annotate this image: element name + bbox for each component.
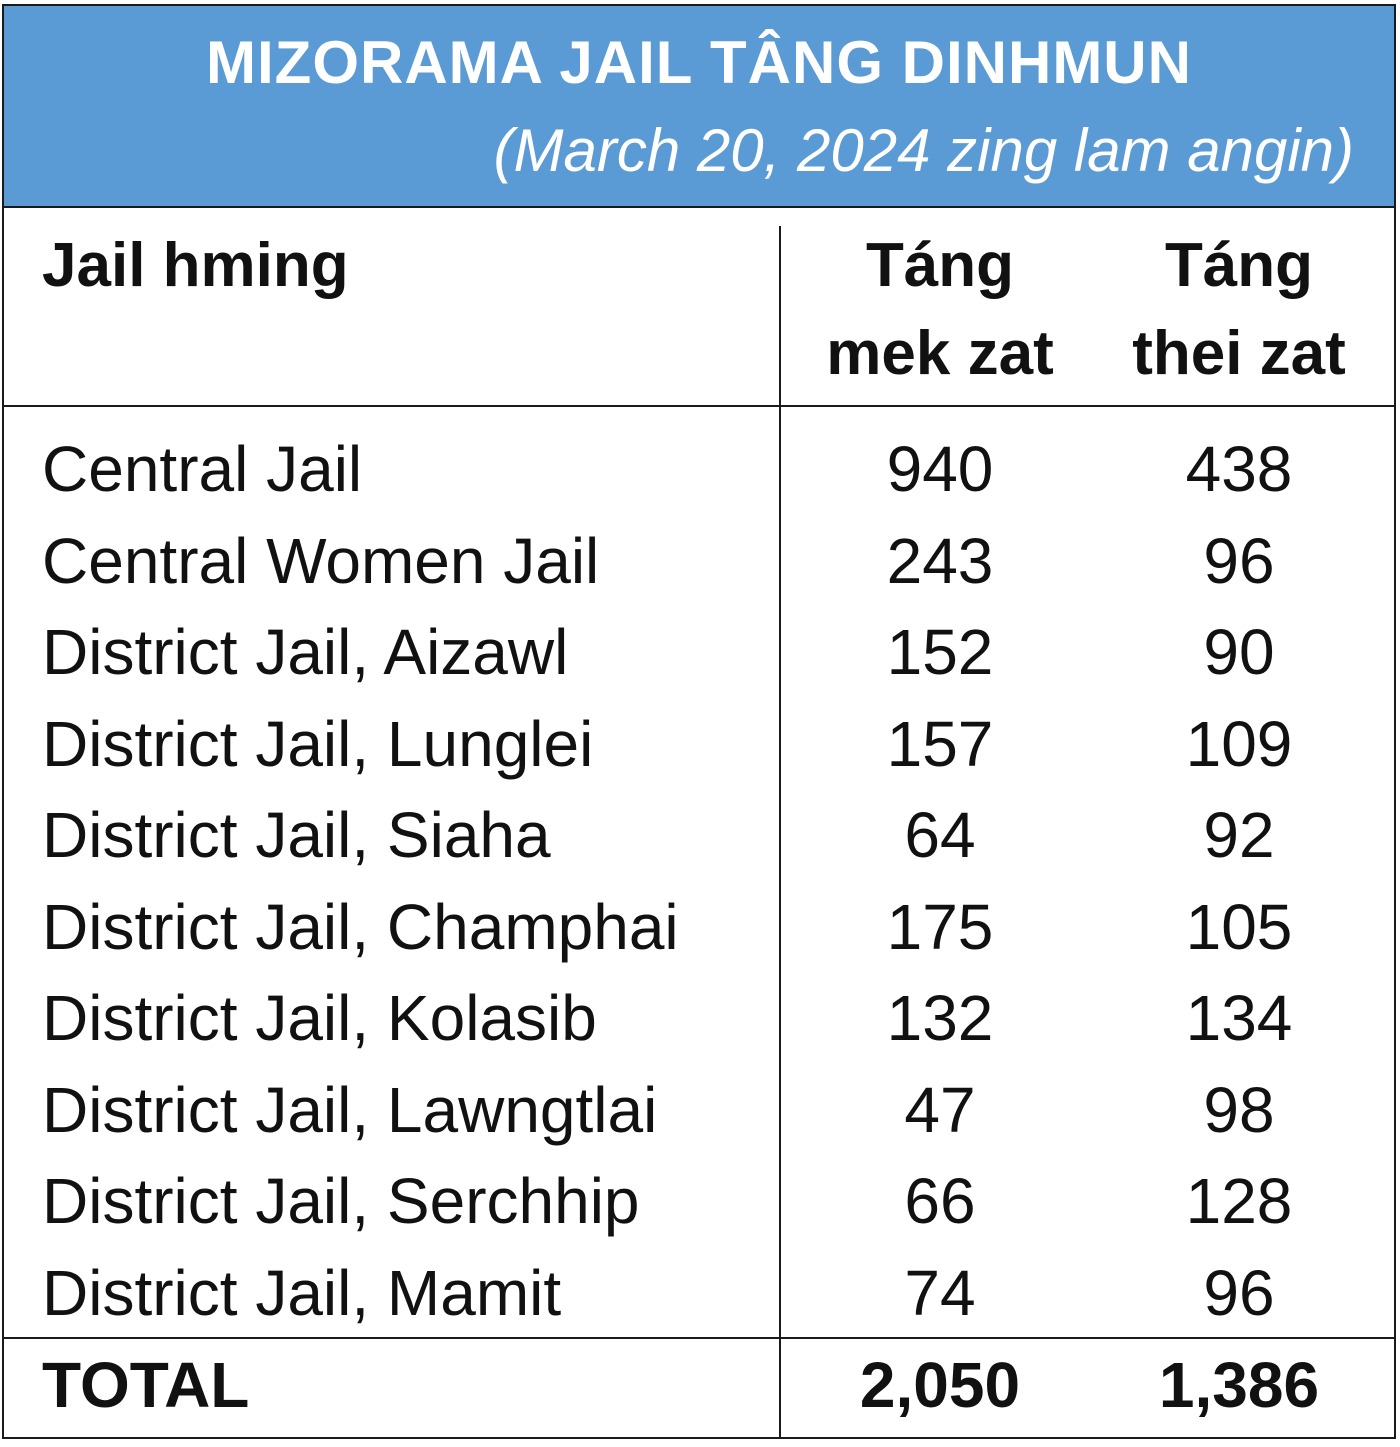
row-jail-name: District Jail, Lunglei (42, 708, 594, 780)
row-capacity: 157 (886, 708, 994, 780)
table-row: District Jail, Serchhip 66 128 (4, 1155, 1394, 1247)
table-row: District Jail, Mamit 74 96 (4, 1247, 1394, 1339)
total-inmates: 1,386 (1158, 1349, 1320, 1421)
header-divider (4, 405, 1394, 407)
row-jail-name: District Jail, Mamit (42, 1257, 562, 1329)
table-row: District Jail, Lunglei 157 109 (4, 698, 1394, 790)
table-row: Central Women Jail 243 96 (4, 515, 1394, 607)
row-capacity: 47 (904, 1074, 976, 1146)
header-inmates-line1: Táng (1164, 231, 1314, 300)
row-capacity: 66 (904, 1165, 976, 1237)
row-jail-name: Central Women Jail (42, 525, 600, 597)
row-capacity: 243 (886, 525, 994, 597)
table-row: District Jail, Kolasib 132 134 (4, 972, 1394, 1064)
header-jail-name: Jail hming (42, 231, 349, 300)
table-row: District Jail, Lawngtlai 47 98 (4, 1064, 1394, 1156)
table-row: District Jail, Siaha 64 92 (4, 789, 1394, 881)
row-inmates: 96 (1203, 1257, 1275, 1329)
table-row: District Jail, Aizawl 152 90 (4, 606, 1394, 698)
total-divider (4, 1337, 1394, 1339)
title-banner: MIZORAMA JAIL TÂNG DINHMUN (March 20, 20… (4, 6, 1394, 208)
row-jail-name: District Jail, Siaha (42, 799, 551, 871)
table-row: District Jail, Champhai 175 105 (4, 881, 1394, 973)
row-inmates: 92 (1203, 799, 1275, 871)
row-capacity: 132 (886, 982, 994, 1054)
table-subtitle: (March 20, 2024 zing lam angin) (493, 117, 1354, 184)
column-divider (779, 226, 781, 1439)
row-jail-name: District Jail, Serchhip (42, 1165, 640, 1237)
header-inmates-line2: thei zat (1132, 319, 1346, 388)
row-jail-name: District Jail, Aizawl (42, 616, 569, 688)
row-jail-name: District Jail, Kolasib (42, 982, 597, 1054)
row-capacity: 175 (886, 891, 994, 963)
row-capacity: 152 (886, 616, 994, 688)
header-capacity-line1: Táng (865, 231, 1015, 300)
row-inmates: 134 (1185, 982, 1293, 1054)
row-jail-name: District Jail, Champhai (42, 891, 679, 963)
header-capacity: Táng mek zat (790, 228, 1090, 404)
table-title: MIZORAMA JAIL TÂNG DINHMUN (206, 29, 1192, 96)
row-inmates: 128 (1185, 1165, 1293, 1237)
row-inmates: 96 (1203, 525, 1275, 597)
total-capacity: 2,050 (859, 1349, 1021, 1421)
row-inmates: 90 (1203, 616, 1275, 688)
header-capacity-line2: mek zat (826, 319, 1054, 388)
row-jail-name: Central Jail (42, 433, 363, 505)
jail-table-card: MIZORAMA JAIL TÂNG DINHMUN (March 20, 20… (2, 4, 1396, 1439)
row-capacity: 940 (886, 433, 994, 505)
row-jail-name: District Jail, Lawngtlai (42, 1074, 658, 1146)
table-row: Central Jail 940 438 (4, 423, 1394, 515)
header-inmates: Táng thei zat (1089, 228, 1389, 404)
row-capacity: 74 (904, 1257, 976, 1329)
row-inmates: 438 (1185, 433, 1293, 505)
row-capacity: 64 (904, 799, 976, 871)
row-inmates: 105 (1185, 891, 1293, 963)
row-inmates: 109 (1185, 708, 1293, 780)
total-row: TOTAL 2,050 1,386 (4, 1339, 1394, 1431)
row-inmates: 98 (1203, 1074, 1275, 1146)
total-label: TOTAL (42, 1349, 250, 1421)
